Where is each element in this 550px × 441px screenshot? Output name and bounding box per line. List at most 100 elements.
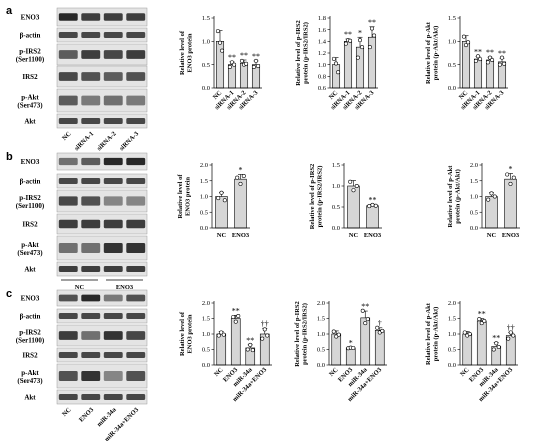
data-point [227, 65, 232, 70]
blot-row-label: p-IRS2 (Ser1100) [16, 48, 45, 64]
data-point [262, 327, 267, 332]
significance-marker: †† [261, 319, 269, 328]
blot-band [58, 72, 78, 81]
blot-row-label-line: Akt [24, 118, 36, 126]
significance-marker: ** [232, 306, 240, 315]
y-tick-label: 1.0 [470, 194, 478, 201]
y-axis-label-line: protein (p-IRS2/IRS2) [303, 22, 310, 84]
bar [461, 41, 471, 89]
y-tick-label: 1.0 [202, 39, 210, 46]
data-point [466, 40, 471, 45]
data-point [360, 45, 365, 50]
blot-band [103, 157, 123, 166]
blot-band [126, 394, 146, 400]
x-category-label: NC [349, 232, 359, 239]
data-point [467, 331, 472, 336]
blot-row-label: IRS2 [22, 73, 38, 81]
y-tick-label: 0.0 [200, 225, 208, 232]
data-point [348, 38, 353, 43]
blot-row-label-line: (Ser473) [17, 249, 43, 257]
y-tick-label: 0.0 [332, 225, 340, 232]
blot-band [103, 32, 123, 38]
blot-row-label-line: p-IRS2 [19, 48, 41, 56]
blot-row-label: ENO3 [21, 14, 40, 22]
y-tick-label: 0.0 [202, 85, 210, 92]
blot-membrane [56, 389, 148, 405]
data-point [343, 41, 348, 46]
blot-lane-label: NC [61, 406, 73, 418]
data-point [375, 325, 380, 330]
data-point [216, 196, 221, 201]
blot-band [126, 72, 146, 81]
blot-row-label: ENO3 [21, 295, 40, 303]
y-axis-label: Relative level ofENO3 protein [179, 311, 194, 356]
y-tick-label: 1.5 [448, 15, 456, 22]
blot-band [126, 95, 146, 106]
blot-row-label: β-actin [20, 178, 41, 186]
data-point [220, 48, 225, 53]
blot-band [81, 370, 101, 382]
y-tick-label: 2.0 [317, 300, 325, 307]
y-tick-label: 0.5 [448, 347, 456, 354]
y-axis-label-line: ENO3 protein [187, 314, 194, 353]
data-point [367, 45, 372, 50]
y-tick-label: 1.6 [318, 27, 327, 34]
data-point [232, 62, 237, 67]
blot-band [126, 352, 146, 358]
blot-band [126, 32, 146, 38]
bar-chart: Relative level of p-Aktprotein (p-Akt/Ak… [425, 15, 508, 111]
y-tick-label: 1.4 [318, 39, 327, 46]
x-category-label: NC [459, 366, 471, 378]
y-axis-label: Relative level of p-IRS2protein (p-IRS2/… [309, 164, 324, 230]
data-point [351, 345, 356, 350]
blot-band [58, 266, 78, 272]
x-category-label: NC [217, 232, 227, 239]
blot-row-label: p-IRS2 (Ser1100) [16, 329, 45, 345]
data-point [479, 321, 484, 326]
blot-row-label-line: p-Akt [21, 369, 39, 377]
blot-band [126, 266, 146, 272]
y-axis-label-line: Relative level of [179, 311, 186, 356]
blot-band [81, 266, 101, 272]
bar [239, 62, 249, 89]
data-point [508, 330, 513, 335]
data-point [492, 194, 497, 199]
blot-row-label: IRS2 [22, 221, 38, 229]
bar [347, 185, 360, 229]
y-tick-label: 2.0 [200, 162, 208, 169]
y-tick-label: 2.0 [448, 300, 456, 307]
blot-band [58, 294, 78, 302]
blot-band [58, 352, 78, 358]
blot-row-label: Akt [24, 266, 36, 274]
y-tick-label: 1.8 [318, 15, 326, 22]
data-point [372, 33, 377, 38]
data-point [219, 190, 224, 195]
blot-band [58, 178, 78, 184]
data-point [463, 43, 468, 48]
y-axis-label-line: ENO3 protein [187, 33, 194, 72]
data-point [256, 64, 261, 69]
blot-band [103, 178, 123, 184]
blot-row-label-line: p-IRS2 [19, 194, 41, 202]
data-point [490, 57, 495, 62]
blot-membrane [56, 7, 148, 27]
significance-marker: ** [344, 30, 352, 39]
y-tick-label: 0.0 [448, 362, 456, 369]
y-axis-label: Relative level of p-Aktprotein (p-Akt/Ak… [447, 165, 462, 228]
bar [476, 320, 487, 366]
blot-membrane [56, 27, 148, 43]
blot-row-label: β-actin [20, 32, 41, 40]
y-axis-label-line: protein (p-Akt/Akt) [433, 307, 440, 362]
blot-band [126, 50, 146, 59]
data-point [365, 317, 370, 322]
blot-band [81, 95, 101, 106]
data-point [473, 58, 478, 63]
y-tick-label: 0.5 [317, 347, 325, 354]
data-point [216, 333, 221, 338]
bar-chart: Relative level of p-IRS2protein (p-IRS2/… [294, 300, 387, 403]
data-point [508, 181, 513, 186]
y-axis-label: Relative level ofENO3 protein [177, 174, 192, 219]
blot-band [126, 178, 146, 184]
data-point [235, 175, 240, 180]
